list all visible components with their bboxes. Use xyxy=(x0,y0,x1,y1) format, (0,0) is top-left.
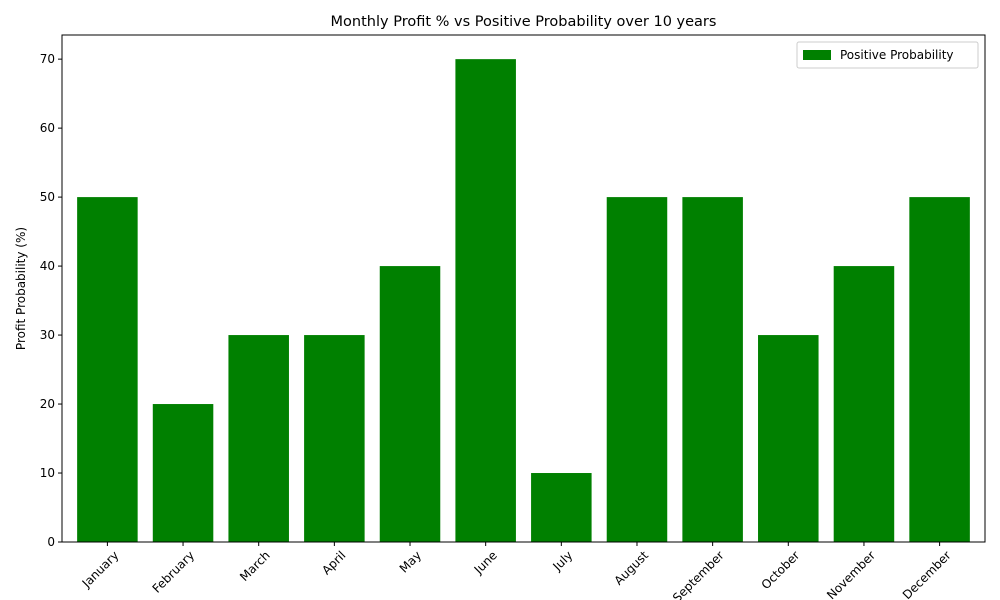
bar-march xyxy=(228,335,289,542)
y-tick-label: 0 xyxy=(47,535,55,549)
y-tick-label: 30 xyxy=(40,328,55,342)
y-tick-label: 70 xyxy=(40,52,55,66)
bar-october xyxy=(758,335,819,542)
bar-august xyxy=(606,197,668,542)
y-tick-label: 10 xyxy=(40,466,55,480)
plot-frame xyxy=(61,34,986,543)
bar-july xyxy=(531,473,592,542)
y-tick-label: 60 xyxy=(40,121,55,135)
legend-label: Positive Probability xyxy=(840,48,954,62)
legend-swatch xyxy=(803,50,831,60)
y-tick-label: 40 xyxy=(40,259,55,273)
bar-june xyxy=(455,59,516,542)
axes-layer xyxy=(61,34,986,543)
chart-title: Monthly Profit % vs Positive Probability… xyxy=(331,14,717,30)
y-axis-label: Profit Probability (%) xyxy=(14,227,28,350)
legend-box xyxy=(796,41,979,69)
bar-september xyxy=(682,197,743,542)
bar-april xyxy=(304,335,365,542)
bar-november xyxy=(833,266,895,542)
bar-december xyxy=(909,197,970,542)
bar-february xyxy=(152,404,214,542)
bars-layer xyxy=(77,59,970,542)
y-tick-label: 20 xyxy=(40,397,55,411)
bar-january xyxy=(77,197,138,542)
bar-may xyxy=(379,266,441,542)
legend: Positive Probability xyxy=(796,41,979,69)
y-tick-label: 50 xyxy=(40,190,55,204)
